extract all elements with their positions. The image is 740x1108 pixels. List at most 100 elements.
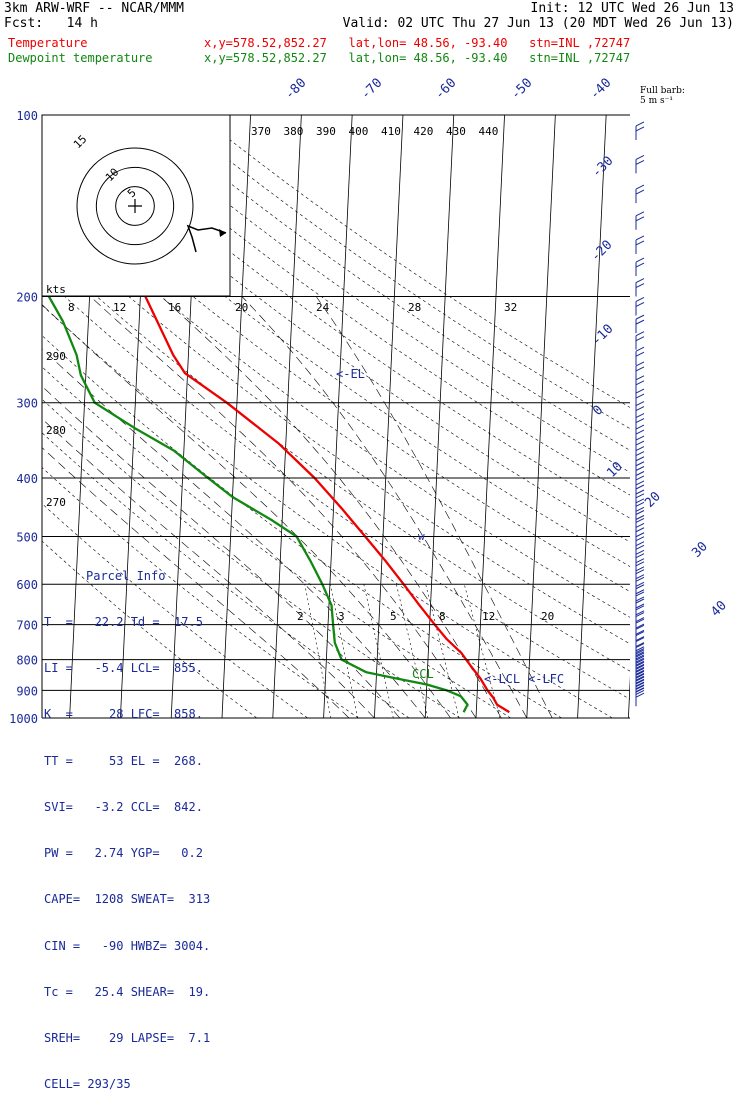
wind-speed-tick: 32 <box>504 301 517 314</box>
wind-barb-flag <box>636 190 644 194</box>
wind-speed-tick: 8 <box>68 301 75 314</box>
wind-barb-flag <box>636 407 644 411</box>
mixing-ratio-label: 2 <box>297 610 304 623</box>
wind-barb-flag <box>636 590 644 594</box>
wind-barb-flag <box>636 297 644 301</box>
isotherm-label: -30 <box>589 154 616 181</box>
wind-barb-flag <box>636 436 644 440</box>
pressure-tick: 400 <box>16 472 38 486</box>
isotherm-label: 40 <box>708 598 730 620</box>
theta-label: 430 <box>446 125 466 138</box>
wind-barb-flag <box>636 352 644 356</box>
theta-label: 400 <box>349 125 369 138</box>
isotherm-label: -20 <box>588 238 615 265</box>
wind-barb-flag <box>636 241 644 245</box>
wind-barb-flag <box>636 217 644 221</box>
wind-barb-flag <box>636 419 644 423</box>
wind-barb-flag <box>636 554 644 558</box>
mixing-ratio-label: 8 <box>439 610 446 623</box>
wind-barb-flag <box>636 381 644 385</box>
isotherm-line <box>273 115 302 718</box>
wind-barb-flag <box>636 430 644 434</box>
wind-barb-flag <box>636 528 644 532</box>
pressure-tick: 800 <box>16 654 38 668</box>
wind-barb-flag <box>636 263 644 267</box>
parcel-row: PW = 2.74 YGP= 0.2 <box>44 846 230 861</box>
parcel-row: CAPE= 1208 SWEAT= 313 <box>44 892 230 907</box>
parcel-info-table: Parcel Info T = 22.2 Td = 17.5 LI = -5.4… <box>44 538 230 1108</box>
pressure-tick: 100 <box>16 109 38 123</box>
isotherm-label: -40 <box>587 76 614 103</box>
mixing-ratio-label: 12 <box>482 610 495 623</box>
wind-barb-flag <box>636 376 644 380</box>
wind-speed-tick: 16 <box>168 301 181 314</box>
isotherm-label: 20 <box>642 489 664 511</box>
isentrope-label: 270 <box>46 496 66 509</box>
wind-barb-flag <box>636 155 644 159</box>
wind-barb-flag <box>636 452 644 456</box>
moist-adiabat <box>316 297 552 719</box>
pressure-tick: 1000 <box>9 712 38 726</box>
wind-barb-flag <box>636 472 644 476</box>
pressure-tick: 200 <box>16 291 38 305</box>
wind-barb-flag <box>636 414 644 418</box>
pressure-tick: 700 <box>16 619 38 633</box>
wind-barb-flag <box>636 367 644 371</box>
theta-label: 390 <box>316 125 336 138</box>
isotherm-line <box>425 115 454 718</box>
wind-barb-flag <box>636 592 644 596</box>
wind-barb-flag <box>636 550 644 554</box>
wind-barb-flag <box>636 347 644 351</box>
wind-barb-flag <box>636 462 644 466</box>
wind-barb-column <box>636 122 644 706</box>
parcel-info-title: Parcel Info <box>44 569 230 584</box>
wind-barb-flag <box>636 494 644 498</box>
w-label: w <box>418 530 425 543</box>
isotherm-label: -70 <box>358 76 385 103</box>
wind-barb-flag <box>636 485 644 489</box>
pressure-tick: 500 <box>16 530 38 544</box>
theta-label: 370 <box>251 125 271 138</box>
isotherm-label: -50 <box>508 76 535 103</box>
isotherm-label: -80 <box>282 76 309 103</box>
wind-barb-flag <box>636 302 644 306</box>
wind-barb-flag <box>636 279 644 283</box>
wind-barb-flag <box>636 533 644 537</box>
wind-barb-flag <box>636 389 644 393</box>
parcel-row: LI = -5.4 LCL= 855. <box>44 661 230 676</box>
wind-barb-flag <box>636 160 644 164</box>
wind-barb-flag <box>636 362 644 366</box>
wind-barb-flag <box>636 490 644 494</box>
mixing-ratio-line <box>364 584 393 718</box>
lcl-label: <-LCL <box>484 672 520 686</box>
isotherm-line <box>476 115 505 718</box>
pressure-tick: 300 <box>16 397 38 411</box>
lfc-label: <-LFC <box>528 672 564 686</box>
mixing-ratio-line <box>396 584 427 718</box>
wind-barb-flag <box>636 127 644 131</box>
parcel-row: CELL= 293/35 <box>44 1077 230 1092</box>
wind-speed-tick: 20 <box>235 301 248 314</box>
wind-barb-flag <box>636 542 644 546</box>
isotherm-line <box>628 115 657 718</box>
wind-barb-flag <box>636 332 644 336</box>
isentrope-label: 280 <box>46 424 66 437</box>
wind-barb-flag <box>636 402 644 406</box>
wind-barb-flag <box>636 467 644 471</box>
wind-barb-flag <box>636 441 644 445</box>
wind-barb-flag <box>636 320 644 324</box>
parcel-row: CIN = -90 HWBZ= 3004. <box>44 939 230 954</box>
wind-barb-flag <box>636 537 644 541</box>
mixing-ratio-label: 5 <box>390 610 397 623</box>
wind-barb-flag <box>636 337 644 341</box>
wind-barb-flag <box>636 476 644 480</box>
ccl-label: CCL <box>412 667 434 681</box>
isotherm-line <box>527 115 556 718</box>
dry-adiabat <box>172 115 740 718</box>
wind-barb-flag <box>636 122 644 126</box>
wind-speed-tick: 12 <box>113 301 126 314</box>
barb-legend: Full barb:5 m s⁻¹ <box>640 86 685 106</box>
wind-speed-tick: 28 <box>408 301 421 314</box>
isotherm-label: -60 <box>432 76 459 103</box>
isotherm-line <box>374 115 403 718</box>
